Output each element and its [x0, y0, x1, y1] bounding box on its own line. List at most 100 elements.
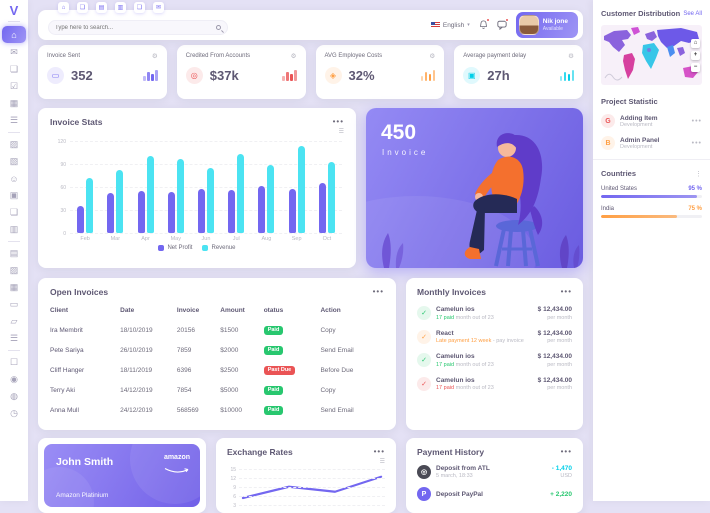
right-panel: Customer Distribution See All ⌂ + − Proj… [593, 0, 710, 501]
see-all-link[interactable]: See All [683, 10, 702, 17]
sidebar-item-box[interactable]: ☐ [3, 355, 25, 370]
gridline: 60 [60, 185, 342, 191]
sidebar-item-cart[interactable]: ▥ [3, 222, 25, 237]
chart-toolbar-icon[interactable]: ☰ [338, 129, 344, 135]
gridline: 120 [58, 139, 342, 145]
project-initial-badge: G [601, 114, 615, 128]
gear-icon[interactable]: ⚙ [568, 53, 574, 60]
notifications-button[interactable] [479, 18, 490, 30]
app-logo[interactable]: V [9, 3, 19, 18]
action-link[interactable]: Send Email [320, 346, 354, 354]
user-menu[interactable]: Nik jone Available [515, 12, 578, 38]
sidebar-item-bell[interactable]: ◍ [3, 389, 25, 404]
search-icon[interactable] [216, 25, 221, 30]
action-link[interactable]: Copy [320, 386, 336, 394]
chart-toolbar-icon[interactable]: ☰ [379, 459, 385, 465]
bar-group [100, 141, 130, 233]
list-icon: ☰ [9, 333, 19, 343]
shortcut-file[interactable]: ▤ [96, 2, 107, 13]
sidebar-item-dashboard[interactable]: ⌂ [2, 26, 26, 43]
region-south-america [623, 53, 635, 79]
country-progress [601, 215, 702, 218]
sidebar-item-clock[interactable]: ◷ [3, 406, 25, 421]
column-header: otatus [263, 307, 284, 314]
column-header: Invoice [176, 307, 200, 314]
email-icon: ✉ [10, 47, 18, 57]
search-input[interactable] [55, 24, 216, 31]
project-item: B Admin Panel Development ••• [601, 136, 702, 150]
sidebar-item-user[interactable]: ☺ [3, 171, 25, 186]
amazon-smile-icon [164, 468, 189, 473]
world-map[interactable]: ⌂ + − [601, 25, 702, 85]
invoice-name: React [436, 329, 454, 337]
sidebar-item-message[interactable]: ❏ [3, 205, 25, 220]
sidebar-item-grid[interactable]: ▦ [3, 280, 25, 295]
action-link[interactable]: Copy [320, 326, 336, 334]
x-tick-label: Oct [322, 236, 332, 242]
messages-button[interactable] [497, 18, 509, 30]
exchange-rates-menu-button[interactable]: ••• [373, 447, 385, 456]
sidebar-item-todo[interactable]: ☑ [3, 79, 25, 94]
invoice-count-card[interactable]: 450 Invoice [366, 108, 583, 268]
chat-icon: ❏ [9, 64, 19, 74]
region-greenland [631, 27, 640, 35]
language-dropdown[interactable]: English ▾ [430, 22, 470, 29]
detail-highlight: 17 paid [436, 314, 455, 321]
customer-distribution-title: Customer Distribution [601, 9, 681, 18]
gear-icon[interactable]: ⚙ [429, 53, 436, 60]
action-link[interactable]: Send Email [320, 406, 354, 414]
open-invoices-menu-button[interactable]: ••• [372, 287, 384, 296]
gear-icon[interactable]: ⚙ [151, 53, 158, 60]
map-home-button[interactable]: ⌂ [691, 39, 700, 48]
header-shortcuts: ⌂ ❏ ▤ ▥ ❏ ✉ [58, 2, 164, 13]
open-invoices-title: Open Invoices [50, 287, 109, 297]
sidebar-item-photo[interactable]: ▨ [3, 263, 25, 278]
top-bar: English ▾ Nik jone [38, 10, 583, 40]
project-menu-button[interactable]: ••• [691, 139, 702, 147]
gridline: 15 [230, 467, 385, 473]
sidebar-item-calendar[interactable]: ▦ [3, 96, 25, 111]
search-box[interactable] [48, 20, 228, 35]
country-name: United States [601, 186, 638, 192]
sidebar-item-portfolio[interactable]: ▤ [3, 246, 25, 261]
bar-revenue [176, 159, 184, 233]
sidebar-item-gallery[interactable]: ▧ [3, 154, 25, 169]
stat-card-value: 352 [71, 68, 93, 83]
map-zoom-out-button[interactable]: − [691, 63, 700, 72]
shortcut-printer[interactable]: ▥ [115, 2, 126, 13]
sidebar-item-list[interactable]: ☰ [3, 331, 25, 346]
sidebar-item-payment-card[interactable]: ▭ [3, 297, 25, 312]
sidebar-item-folder[interactable]: ▱ [3, 314, 25, 329]
map-zoom-in-button[interactable]: + [691, 51, 700, 60]
sidebar-item-briefcase[interactable]: ▣ [3, 188, 25, 203]
payment-history-menu-button[interactable]: ••• [560, 447, 572, 456]
gear-icon[interactable]: ⚙ [290, 53, 297, 60]
exchange-rates-chart: 15 12 9 6 3 [230, 467, 385, 509]
record-icon: ◎ [417, 465, 431, 479]
legend-item: Revenue [202, 245, 236, 251]
shortcut-chat[interactable]: ❏ [77, 2, 88, 13]
column-header: Date [120, 307, 135, 314]
credit-card[interactable]: John Smith amazon Amazon Platinium [44, 444, 200, 507]
action-link[interactable]: Before Due [320, 366, 354, 374]
project-menu-button[interactable]: ••• [691, 117, 702, 125]
invoice-stats-menu-button[interactable]: ••• [332, 117, 344, 126]
sidebar-item-email[interactable]: ✉ [3, 45, 25, 60]
countries-menu-button[interactable]: ⋮ [695, 170, 702, 178]
monthly-invoices-menu-button[interactable]: ••• [560, 287, 572, 296]
cell-amount: $2000 [220, 346, 239, 354]
sidebar-item-image[interactable]: ▨ [3, 137, 25, 152]
shortcut-message[interactable]: ❏ [134, 2, 145, 13]
sidebar-item-chat[interactable]: ❏ [3, 62, 25, 77]
project-name: Adding Item [620, 114, 658, 122]
invoice-amount: $ 12,434.00 [537, 329, 572, 337]
status-badge: Paid [263, 405, 284, 415]
bar-group [70, 141, 100, 233]
shortcut-home[interactable]: ⌂ [58, 2, 69, 13]
shortcut-mail[interactable]: ✉ [153, 2, 164, 13]
cell-invoice: 568569 [176, 406, 199, 414]
bar-group [161, 141, 191, 233]
bar-net-profit [167, 191, 175, 233]
sidebar-item-pin[interactable]: ◉ [3, 372, 25, 387]
sidebar-item-menu-list[interactable]: ☰ [3, 113, 25, 128]
